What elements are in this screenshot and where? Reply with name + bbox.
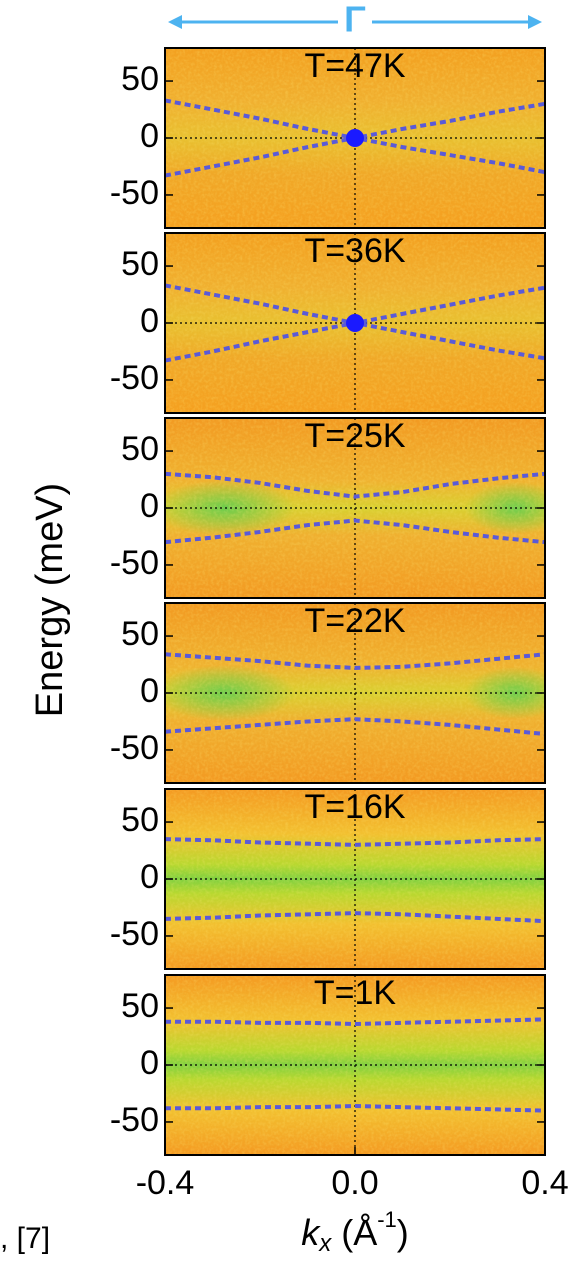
y-tick-label: 0 — [140, 858, 159, 896]
y-tick-label: 50 — [121, 245, 159, 283]
panel-title: T=22K — [304, 602, 405, 640]
y-tick-label: -50 — [110, 174, 159, 212]
y-tick-label: 50 — [121, 987, 159, 1025]
y-tick-label: 0 — [140, 117, 159, 155]
y-tick-label: 0 — [140, 487, 159, 525]
y-tick-label: 0 — [140, 672, 159, 710]
dirac-point — [346, 129, 364, 147]
y-tick-label: -50 — [110, 729, 159, 767]
panel-title: T=36K — [304, 232, 405, 270]
gap-curve — [164, 471, 546, 499]
y-axis-label: Energy (meV) — [29, 483, 71, 717]
gap-curve — [165, 1017, 546, 1026]
panel-title: T=25K — [304, 417, 405, 455]
gap-curve — [165, 1104, 546, 1113]
y-tick-label: 0 — [140, 302, 159, 340]
footnote: , [7] — [0, 1222, 50, 1255]
gap-curve — [164, 837, 546, 847]
x-axis-label: kx (Å-1) — [301, 1207, 409, 1258]
gap-curve — [164, 518, 546, 545]
panel-title: T=16K — [304, 788, 405, 826]
panel-title: T=1K — [314, 974, 397, 1012]
x-axis-label-part: ) — [397, 1212, 409, 1253]
dirac-point — [346, 314, 364, 332]
x-axis-label-part: x — [318, 1230, 332, 1257]
x-axis-label-part: -1 — [377, 1207, 397, 1232]
y-tick-label: 50 — [121, 801, 159, 839]
gap-curve — [164, 911, 546, 924]
x-tick-label: 0.0 — [331, 1164, 378, 1202]
gamma-arrow — [168, 4, 542, 40]
y-tick-label: 50 — [121, 60, 159, 98]
y-tick-label: 50 — [121, 430, 159, 468]
gap-curve — [164, 652, 546, 670]
y-tick-label: 50 — [121, 615, 159, 653]
x-tick-label: 0.4 — [521, 1164, 568, 1202]
gap-curve — [164, 717, 546, 737]
x-axis-label-part: k — [301, 1212, 321, 1253]
x-tick-label: -0.4 — [136, 1164, 195, 1202]
y-tick-label: -50 — [110, 915, 159, 953]
y-tick-label: -50 — [110, 359, 159, 397]
panel-title: T=47K — [304, 47, 405, 85]
x-axis-label-part: (Å — [331, 1212, 377, 1253]
y-tick-label: -50 — [110, 1101, 159, 1139]
gamma-label: Γ — [344, 0, 366, 40]
y-tick-label: -50 — [110, 544, 159, 582]
y-tick-label: 0 — [140, 1044, 159, 1082]
